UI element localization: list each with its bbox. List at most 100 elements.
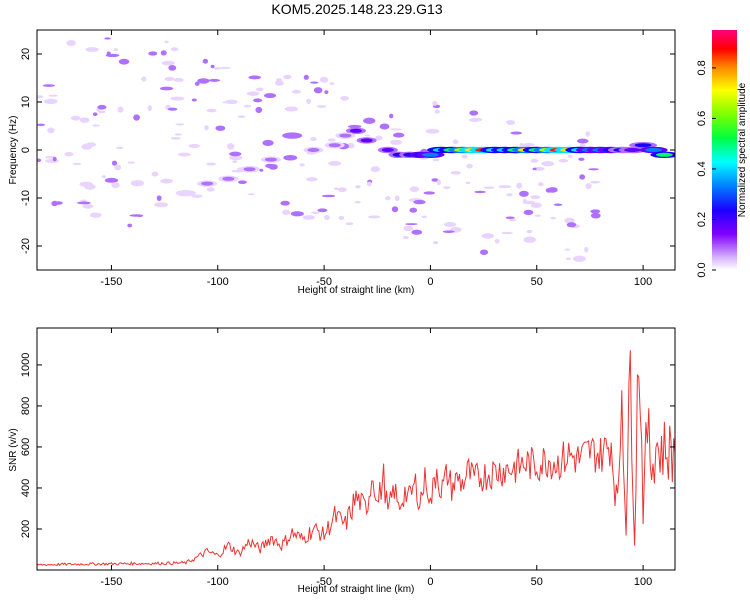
spectrogram-speckle: [522, 199, 527, 202]
spectrogram-speckle: [148, 51, 158, 56]
spectrogram-speckle: [160, 178, 174, 184]
spectrogram-speckle: [37, 158, 42, 162]
spectrogram-speckle: [156, 195, 162, 201]
spectrogram-blob: [645, 148, 663, 152]
spectrogram-speckle: [324, 215, 330, 220]
snr-y-tick-label: 800: [20, 397, 32, 415]
spectrogram-speckle: [48, 94, 59, 97]
spectrogram-speckle: [170, 96, 185, 101]
spectrogram-speckle: [276, 78, 282, 83]
spectrogram-speckle: [310, 211, 320, 214]
spectrogram-speckle: [302, 215, 315, 220]
colorbar-tick-label: 0.2: [696, 212, 708, 227]
spectrogram-speckle: [37, 123, 46, 126]
spectrogram-speckle: [80, 199, 88, 202]
spectrogram-speckle: [432, 158, 440, 162]
spectrogram-speckle: [316, 105, 327, 108]
spectrogram-speckle: [79, 117, 90, 123]
spectrogram-speckle: [282, 209, 291, 216]
spectrogram-speckle: [329, 82, 335, 85]
spectrogram-speckle: [532, 167, 537, 171]
spectrogram-blob: [655, 152, 673, 157]
spectrogram-speckle: [413, 199, 426, 205]
spectrogram-speckle: [450, 170, 461, 175]
spectrogram-speckle: [204, 125, 209, 131]
spectrogram-speckle: [523, 209, 534, 216]
spectrogram-speckle: [53, 201, 63, 205]
spectrogram-speckle: [576, 138, 589, 144]
spectrogram-speckle: [567, 154, 573, 158]
spectrogram-speckle: [133, 114, 140, 121]
spectrogram-speckle: [585, 131, 590, 137]
spectrogram-speckle: [45, 156, 56, 159]
spectrogram-speckle: [389, 113, 394, 119]
spectrogram-speckle: [37, 95, 44, 99]
spectrogram-speckle: [268, 163, 278, 170]
spectrogram-speckle: [253, 98, 263, 103]
snr-x-tick-label: -50: [316, 576, 332, 588]
spectrogram-speckle: [130, 180, 145, 187]
snr-y-tick-label: 400: [20, 479, 32, 497]
spectrogram-speckle: [264, 93, 277, 99]
spectrogram-blob: [264, 157, 277, 162]
spectrogram-speckle: [243, 104, 252, 108]
spectrogram-speckle: [310, 81, 319, 84]
spectrogram-speckle: [436, 179, 441, 186]
spectrogram-speckle: [442, 230, 455, 233]
spectrogram-x-label: Height of straight line (km): [298, 285, 415, 296]
spectrogram-speckle: [585, 182, 592, 190]
snr-y-tick-label: 600: [20, 438, 32, 456]
spectrogram-speckle: [174, 133, 182, 136]
snr-x-tick-label: 50: [531, 576, 543, 588]
spectrogram-speckle: [210, 64, 215, 69]
spectrogram-speckle: [564, 217, 575, 224]
spectrogram-speckle: [141, 76, 147, 82]
spectrogram-speckle: [516, 182, 523, 189]
figure-title: KOM5.2025.148.23.29.G13: [271, 1, 442, 17]
spectrogram-blob: [350, 128, 362, 133]
spectrogram-speckle: [231, 169, 244, 173]
spectrogram-speckle: [506, 120, 516, 125]
snr-x-tick-label: 0: [427, 576, 433, 588]
spectrogram-blob: [222, 176, 235, 181]
spectrogram-blob: [339, 133, 352, 138]
spectrogram-speckle: [97, 104, 107, 110]
spectrogram-speckle: [229, 155, 243, 161]
spectrogram-speckle: [194, 81, 200, 86]
spectrogram-speckle: [589, 180, 601, 184]
snr-y-label: SNR (v/v): [8, 428, 19, 471]
spectrogram-speckle: [292, 89, 301, 94]
colorbar-tick-label: 0.8: [696, 60, 708, 75]
spectrogram-speckle: [116, 146, 124, 150]
spectrogram-speckle: [584, 246, 589, 253]
spectrogram-speckle: [113, 48, 118, 52]
spectrogram-blobs: [37, 37, 675, 262]
spectrogram-speckle: [340, 95, 349, 101]
spectrogram-speckle: [334, 187, 339, 191]
spectrogram-speckle: [468, 118, 481, 122]
spectrogram-speckle: [170, 136, 181, 140]
spectrogram-speckle: [443, 186, 451, 190]
spectrogram-speckle: [434, 109, 440, 114]
spectrogram-speckle: [579, 174, 586, 180]
spectrogram-y-tick-label: 10: [20, 96, 32, 108]
spectrogram-speckle: [324, 90, 329, 95]
spectrogram-speckle: [452, 139, 459, 145]
spectrogram-speckle: [284, 106, 299, 112]
spectrogram-speckle: [347, 124, 362, 129]
colorbar-ticks: 0.0 0.2 0.4 0.6 0.8: [696, 60, 716, 278]
spectrogram-speckle: [505, 216, 515, 219]
spectrogram-speckle: [280, 200, 290, 206]
spectrogram-speckle: [191, 194, 203, 198]
spectrogram-speckle: [191, 98, 197, 102]
spectrogram-speckle: [72, 162, 82, 165]
spectrogram-speckle: [82, 203, 94, 209]
spectrogram-blob: [624, 148, 641, 152]
spectrogram-blob: [634, 143, 652, 148]
spectrogram-speckle: [526, 229, 533, 234]
spectrogram-speckle: [44, 98, 58, 105]
spectrogram-speckle: [405, 223, 418, 226]
spectrogram-speckle: [411, 229, 423, 235]
spectrogram-speckle: [188, 143, 200, 149]
spectrogram-speckle: [469, 110, 479, 116]
